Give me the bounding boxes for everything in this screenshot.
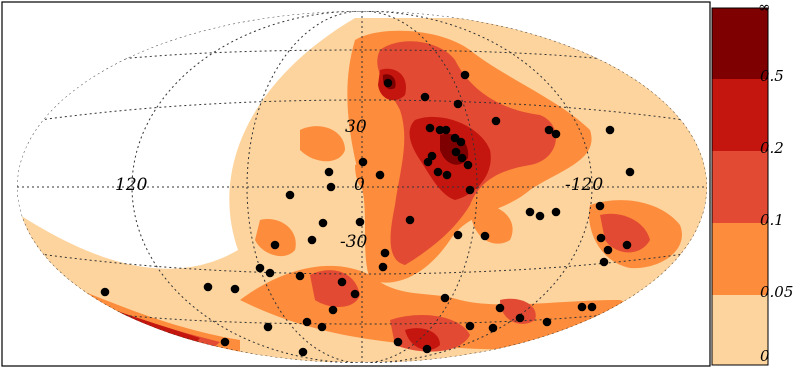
label-lon-120: 120 <box>115 175 148 195</box>
event-dot <box>337 277 347 287</box>
event-dot <box>324 167 334 177</box>
event-dot <box>451 147 461 157</box>
event-dot <box>265 268 275 278</box>
event-dot <box>380 248 390 258</box>
event-dot <box>453 230 463 240</box>
event-dot <box>480 231 490 241</box>
event-dot <box>577 302 587 312</box>
event-dot <box>433 167 443 177</box>
event-dot <box>295 271 305 281</box>
event-dot <box>440 293 450 303</box>
event-dot <box>328 305 338 315</box>
colorbar-band-2 <box>712 151 768 223</box>
event-dot <box>596 233 606 243</box>
event-dot <box>383 78 393 88</box>
event-dot <box>442 170 452 180</box>
event-dot <box>435 125 445 135</box>
colorbar: ∞ 0.5 0.2 0.1 0.05 0 <box>711 0 793 366</box>
label-lon-0: 0 <box>354 175 365 195</box>
colorbar-label-0.1: 0.1 <box>760 211 784 229</box>
event-dot <box>535 211 545 221</box>
event-dot <box>515 313 525 323</box>
colorbar-band-0 <box>712 8 768 79</box>
event-dot <box>317 322 327 332</box>
event-dot <box>263 322 273 332</box>
event-dot <box>463 160 473 170</box>
event-dot <box>453 99 463 109</box>
event-dot <box>595 201 605 211</box>
label-lon-neg120: -120 <box>565 175 603 195</box>
event-dot <box>603 245 613 255</box>
event-dot <box>375 170 385 180</box>
event-dot <box>488 323 498 333</box>
event-dot <box>393 337 403 347</box>
event-dot <box>405 215 415 225</box>
label-lat-30: 30 <box>345 117 367 137</box>
event-dot <box>422 344 432 354</box>
event-dot <box>465 321 475 331</box>
event-dot <box>302 317 312 327</box>
event-dot <box>542 317 552 327</box>
event-dot <box>456 137 466 147</box>
event-dot <box>551 129 561 139</box>
colorbar-label-0.05: 0.05 <box>760 283 793 301</box>
event-dot <box>307 235 317 245</box>
colorbar-label-0: 0 <box>760 347 770 365</box>
event-dot <box>358 157 368 167</box>
label-lat-neg30: -30 <box>340 232 368 252</box>
event-dot <box>230 284 240 294</box>
event-dot <box>255 263 265 273</box>
event-dot <box>460 70 470 80</box>
event-dot <box>355 217 365 227</box>
event-dot <box>587 302 597 312</box>
event-dot <box>270 240 280 250</box>
event-dot <box>441 125 451 135</box>
event-dot <box>525 207 535 217</box>
colorbar-band-4 <box>712 295 768 365</box>
event-dot <box>457 153 467 163</box>
event-dot <box>420 92 430 102</box>
event-dot <box>318 218 328 228</box>
event-dot <box>350 289 360 299</box>
event-dot <box>625 167 635 177</box>
event-dot <box>605 125 615 135</box>
event-dots <box>100 70 635 357</box>
event-dot <box>491 116 501 126</box>
event-dot <box>599 257 609 267</box>
event-dot <box>622 240 632 250</box>
colorbar-label-0.2: 0.2 <box>760 139 784 157</box>
event-dot <box>220 337 230 347</box>
event-dot <box>203 282 213 292</box>
event-dot <box>465 185 475 195</box>
event-dot <box>427 151 437 161</box>
event-dot <box>378 262 388 272</box>
event-dot <box>495 303 505 313</box>
colorbar-label-0.5: 0.5 <box>760 67 784 85</box>
event-dot <box>425 123 435 133</box>
colorbar-band-1 <box>712 79 768 151</box>
colorbar-border <box>711 7 769 366</box>
event-dot <box>100 287 110 297</box>
event-dot <box>298 347 308 357</box>
event-dot <box>326 182 336 192</box>
event-dot <box>285 190 295 200</box>
colorbar-band-3 <box>712 223 768 295</box>
colorbar-label-inf: ∞ <box>758 0 771 16</box>
event-dot <box>551 207 561 217</box>
event-dot <box>544 125 554 135</box>
